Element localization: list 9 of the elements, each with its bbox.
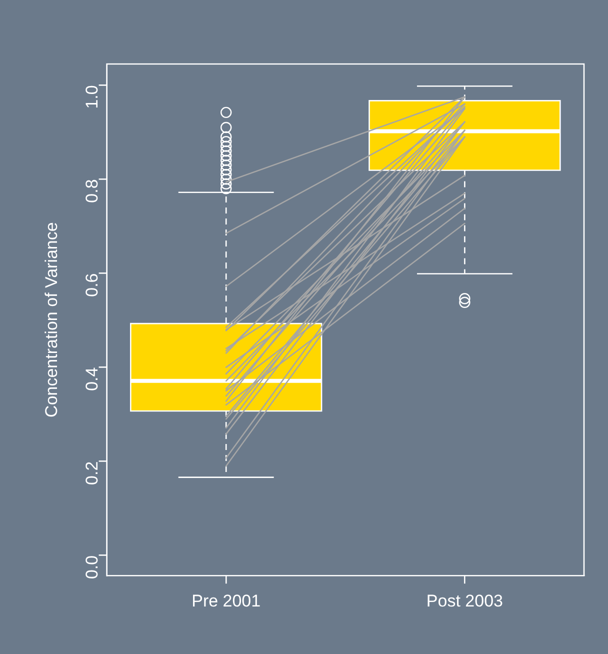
y-tick-label: 0.4 xyxy=(82,367,102,391)
y-tick-label: 0.0 xyxy=(82,555,102,580)
y-tick-label: 1.0 xyxy=(82,85,102,109)
y-tick-label: 0.8 xyxy=(82,179,102,203)
y-tick-label: 0.2 xyxy=(82,461,102,485)
x-tick-label: Post 2003 xyxy=(426,591,503,610)
y-axis-title: Concentration of Variance xyxy=(42,222,61,418)
x-tick-label: Pre 2001 xyxy=(192,591,261,610)
y-tick-label: 0.6 xyxy=(82,273,102,297)
